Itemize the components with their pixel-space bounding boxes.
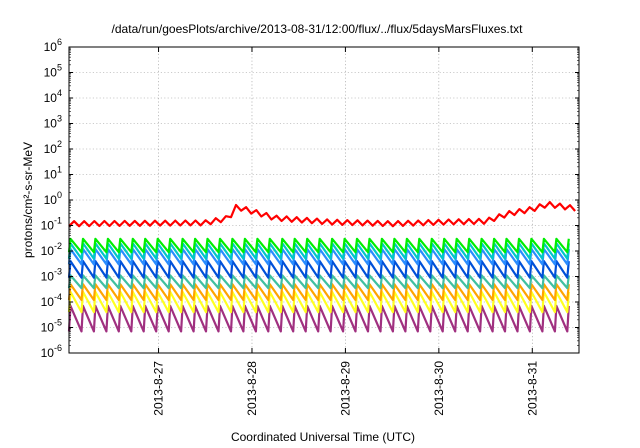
x-tick-label: 2013-8-29 bbox=[338, 361, 352, 416]
y-tick-label: 10-6 bbox=[41, 343, 62, 360]
series-line bbox=[67, 237, 570, 254]
chart-title: /data/run/goesPlots/archive/2013-08-31/1… bbox=[112, 22, 524, 36]
y-tick-label: 10-1 bbox=[41, 216, 62, 233]
y-axis-label: protons/cm²-s-sr-MeV bbox=[21, 142, 35, 258]
y-axis-ticks: 10-6 10-5 10-4 10-3 10-2 10-1 100 101 102 103 104 1… bbox=[41, 37, 579, 360]
x-axis-ticks: 2013-8-27 2013-8-28 2013-8-29 2013-8-30 2013… bbox=[152, 47, 539, 416]
x-tick-label: 2013-8-30 bbox=[432, 361, 446, 416]
y-tick-label: 10-5 bbox=[41, 318, 62, 335]
series-line bbox=[67, 274, 570, 290]
y-tick-label: 106 bbox=[44, 37, 62, 54]
y-tick-label: 10-2 bbox=[41, 241, 62, 258]
y-tick-label: 101 bbox=[44, 165, 62, 182]
grid-lines bbox=[69, 47, 579, 353]
y-tick-label: 100 bbox=[44, 190, 62, 207]
series-line bbox=[68, 201, 576, 228]
x-axis-label: Coordinated Universal Time (UTC) bbox=[231, 430, 415, 444]
y-tick-label: 103 bbox=[44, 114, 62, 131]
y-tick-label: 104 bbox=[44, 88, 62, 105]
x-tick-label: 2013-8-27 bbox=[152, 361, 166, 416]
y-tick-label: 10-3 bbox=[41, 267, 62, 284]
x-tick-label: 2013-8-28 bbox=[245, 361, 259, 416]
series-line bbox=[67, 290, 570, 314]
data-series bbox=[67, 201, 576, 333]
series-line bbox=[67, 260, 570, 279]
x-tick-label: 2013-8-31 bbox=[525, 361, 539, 416]
series-line bbox=[67, 283, 570, 302]
y-tick-label: 102 bbox=[44, 139, 62, 156]
series-line bbox=[67, 304, 570, 333]
y-tick-label: 105 bbox=[44, 63, 62, 80]
y-tick-label: 10-4 bbox=[41, 292, 62, 309]
